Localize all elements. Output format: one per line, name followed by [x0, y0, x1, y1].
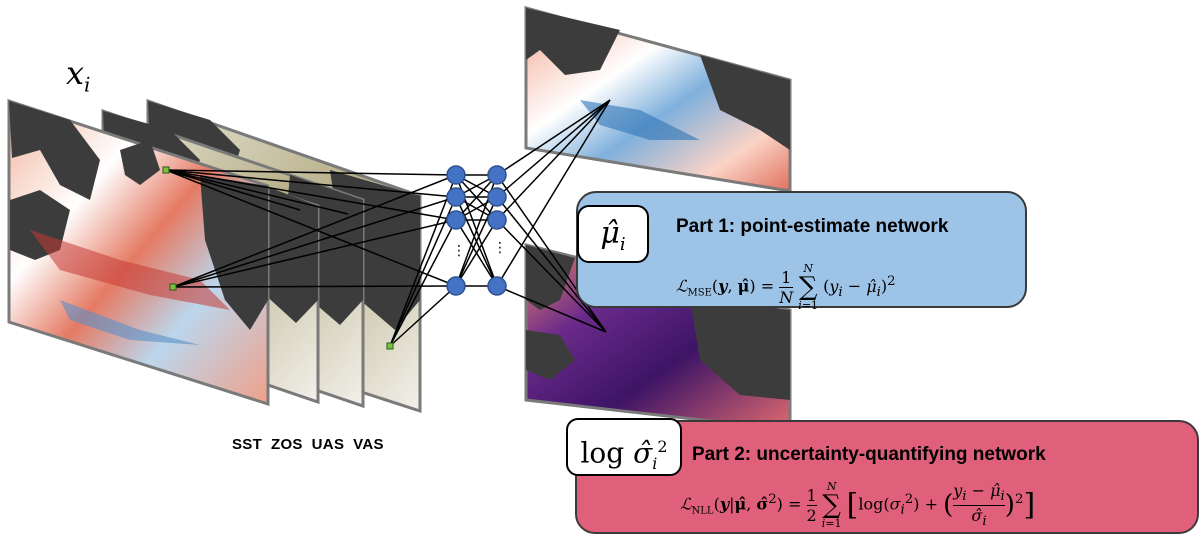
neuron [446, 165, 466, 185]
pixel-marker [386, 342, 394, 350]
pixel-marker [162, 166, 170, 174]
neuron [446, 210, 466, 230]
neuron [487, 276, 507, 296]
output-mean-map [524, 6, 792, 193]
hidden-layer-2 [487, 165, 507, 296]
part2-title: Part 2: uncertainty-quantifying network [692, 444, 1046, 465]
pixel-marker [169, 283, 177, 291]
ellipsis-1: ⋮ [452, 243, 466, 259]
hidden-layer-1 [446, 165, 466, 296]
mean-symbol: μ̂i [577, 205, 649, 263]
neuron [446, 187, 466, 207]
log-variance-symbol: log σ̂i2 [566, 418, 682, 476]
part1-title: Part 1: point-estimate network [676, 216, 949, 237]
neuron [487, 165, 507, 185]
neuron [487, 187, 507, 207]
input-label: xi [66, 54, 91, 97]
layer-labels: SST ZOS UAS VAS [232, 436, 384, 453]
ellipsis-2: ⋮ [493, 240, 507, 256]
neuron [446, 276, 466, 296]
neuron [487, 210, 507, 230]
network-connections [165, 99, 611, 347]
part1-box [576, 191, 1027, 308]
